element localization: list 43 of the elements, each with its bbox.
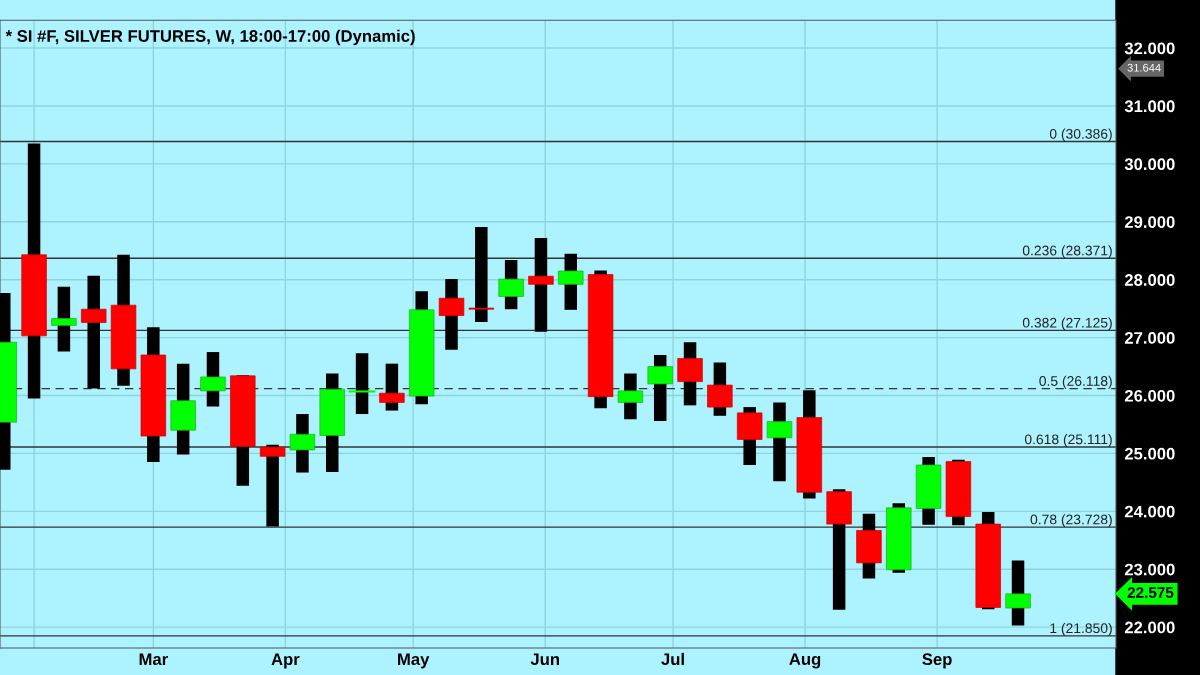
candlestick [528,237,554,332]
candlestick [617,373,644,420]
x-tick-label: Jun [530,653,560,666]
x-tick-label: Jul [661,652,684,666]
candlestick [558,253,584,310]
text: * SI #F, SILVER FUTURES, W, 18:00-17:00 (Dynamic) [5,29,415,46]
text: 31.644 [1127,63,1161,72]
x-tick-label: May [398,653,430,669]
x-tick-label: Sep [922,653,952,669]
candlestick [766,402,793,482]
text: 22.575 [1127,587,1174,598]
y-tick-label: 32.000 [1124,42,1175,55]
candlestick [289,414,316,473]
ref-line-label: 1 (21.850) [1050,622,1112,636]
y-tick-label: 30.000 [1124,158,1175,171]
x-tick-label: Aug [789,653,821,669]
candlestick [438,279,465,350]
y-tick-label: 27.000 [1124,332,1175,344]
ref-line-label: 0.236 (28.371) [1022,245,1112,259]
candlestick [348,353,376,415]
x-tick-label: Apr [271,653,300,669]
y-tick-label: 25.000 [1124,447,1175,460]
candlestick [51,286,77,352]
candlestick [647,354,673,421]
candlestick [81,275,107,389]
candlestick [468,226,495,322]
ref-line-label: 0.382 (27.125) [1022,317,1112,331]
ref-line-label: 0 (30.386) [1049,128,1112,142]
y-tick-label: 26.000 [1124,389,1175,402]
ref-line-label: 0.5 (26.118) [1039,375,1112,389]
candlestick [1005,560,1031,626]
y-tick-label: 24.000 [1124,505,1175,518]
x-tick-label: Mar [139,653,168,666]
candlestick [379,363,405,411]
y-tick-label: 29.000 [1124,216,1175,228]
candlestick [200,352,226,407]
y-tick-label: 23.000 [1124,563,1175,576]
y-tick-label: 28.000 [1124,274,1175,286]
y-tick-label: 22.000 [1124,621,1175,634]
candlestick [259,444,286,527]
ref-line-label: 0.618 (25.111) [1024,434,1112,447]
y-tick-label: 31.000 [1124,100,1175,113]
ref-line-label: 0.78 (23.728) [1030,514,1112,528]
